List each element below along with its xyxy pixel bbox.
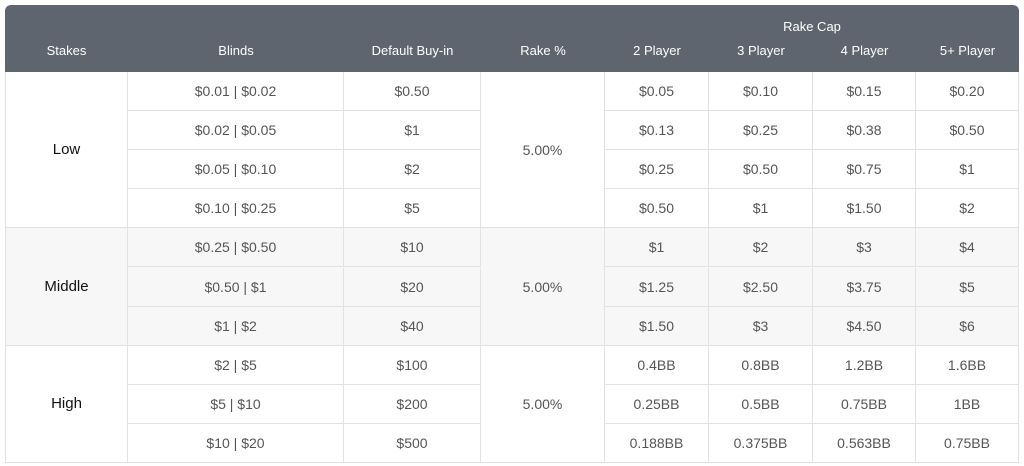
rake-cap-cell: $1 — [709, 189, 813, 229]
rake-cap-cell: $0.50 — [605, 189, 709, 229]
blinds-cell: $0.02 | $0.05 — [128, 111, 344, 151]
buy-in-cell: $200 — [344, 384, 481, 424]
rake-cap-cell: $0.50 — [709, 150, 813, 190]
rake-cap-cell: 0.75BB — [916, 423, 1019, 463]
blinds-cell: $0.10 | $0.25 — [128, 189, 344, 229]
blinds-cell: $1 | $2 — [128, 306, 344, 346]
blinds-cell: $0.50 | $1 — [128, 267, 344, 307]
stakes-cell: Low — [5, 72, 128, 229]
rake-cap-cell: $3.75 — [813, 267, 916, 307]
rake-cap-cell: $2 — [709, 228, 813, 268]
buy-in-cell: $5 — [344, 189, 481, 229]
buy-in-cell: $100 — [344, 345, 481, 385]
column-header: Blinds — [218, 43, 254, 58]
blinds-cell: $10 | $20 — [128, 423, 344, 463]
rake-cap-cell: $3 — [813, 228, 916, 268]
rake-cap-cell: 0.563BB — [813, 423, 916, 463]
rake-cap-cell: $0.15 — [813, 72, 916, 112]
rake-cap-cell: 0.5BB — [709, 384, 813, 424]
rake-cap-cell: 0.75BB — [813, 384, 916, 424]
group-bg — [5, 228, 1019, 346]
rake-cell: 5.00% — [481, 228, 605, 346]
blinds-cell: $0.01 | $0.02 — [128, 72, 344, 112]
rake-cap-cell: $0.75 — [813, 150, 916, 190]
rake-cell: 5.00% — [481, 345, 605, 463]
rake-cap-cell: 0.8BB — [709, 345, 813, 385]
stakes-cell: High — [5, 345, 128, 463]
group-bg — [5, 72, 1019, 229]
rake-cap-cell: $0.05 — [605, 72, 709, 112]
rake-cap-cell: $1.25 — [605, 267, 709, 307]
column-header: Stakes — [46, 43, 87, 58]
rake-cap-cell: $1.50 — [605, 306, 709, 346]
buy-in-cell: $20 — [344, 267, 481, 307]
blinds-cell: $5 | $10 — [128, 384, 344, 424]
rake-cap-cell: 0.4BB — [605, 345, 709, 385]
rake-cap-cell: $0.38 — [813, 111, 916, 151]
rake-cap-cell: $2.50 — [709, 267, 813, 307]
rake-cap-cell: $1 — [916, 150, 1019, 190]
buy-in-cell: $1 — [344, 111, 481, 151]
rake-cap-cell: $3 — [709, 306, 813, 346]
rake-cap-cell: $5 — [916, 267, 1019, 307]
column-header: 4 Player — [840, 43, 889, 58]
column-header: 5+ Player — [939, 43, 996, 58]
rake-cap-cell: 1.2BB — [813, 345, 916, 385]
rake-cap-cell: $2 — [916, 189, 1019, 229]
rake-cap-cell: $0.13 — [605, 111, 709, 151]
rake-cap-cell: $1 — [605, 228, 709, 268]
rake-cap-cell: 0.188BB — [605, 423, 709, 463]
buy-in-cell: $40 — [344, 306, 481, 346]
stakes-cell: Middle — [5, 228, 128, 346]
rake-cap-cell: 1.6BB — [916, 345, 1019, 385]
rake-cap-cell: $1.50 — [813, 189, 916, 229]
blinds-cell: $0.05 | $0.10 — [128, 150, 344, 190]
rake-cap-cell: $4 — [916, 228, 1019, 268]
column-header: 3 Player — [737, 43, 785, 58]
column-header: Default Buy-in — [371, 43, 454, 58]
rake-cap-cell: $6 — [916, 306, 1019, 346]
rake-cap-cell: 1BB — [916, 384, 1019, 424]
rake-cap-cell: $0.25 — [605, 150, 709, 190]
buy-in-cell: $10 — [344, 228, 481, 268]
rake-cap-cell: 0.25BB — [605, 384, 709, 424]
column-header: 2 Player — [633, 43, 681, 58]
rake-cap-cell: 0.375BB — [709, 423, 813, 463]
buy-in-cell: $2 — [344, 150, 481, 190]
group-bg — [5, 345, 1019, 463]
rake-cap-cell: $0.50 — [916, 111, 1019, 151]
rake-cap-cell: $0.25 — [709, 111, 813, 151]
group-header: Rake Cap — [783, 19, 841, 34]
header-bar — [5, 5, 1019, 72]
blinds-cell: $2 | $5 — [128, 345, 344, 385]
blinds-cell: $0.25 | $0.50 — [128, 228, 344, 268]
rake-cap-cell: $4.50 — [813, 306, 916, 346]
rake-cell: 5.00% — [481, 72, 605, 229]
buy-in-cell: $500 — [344, 423, 481, 463]
rake-cap-cell: $0.10 — [709, 72, 813, 112]
buy-in-cell: $0.50 — [344, 72, 481, 112]
rake-cap-cell: $0.20 — [916, 72, 1019, 112]
column-header: Rake % — [520, 43, 566, 58]
